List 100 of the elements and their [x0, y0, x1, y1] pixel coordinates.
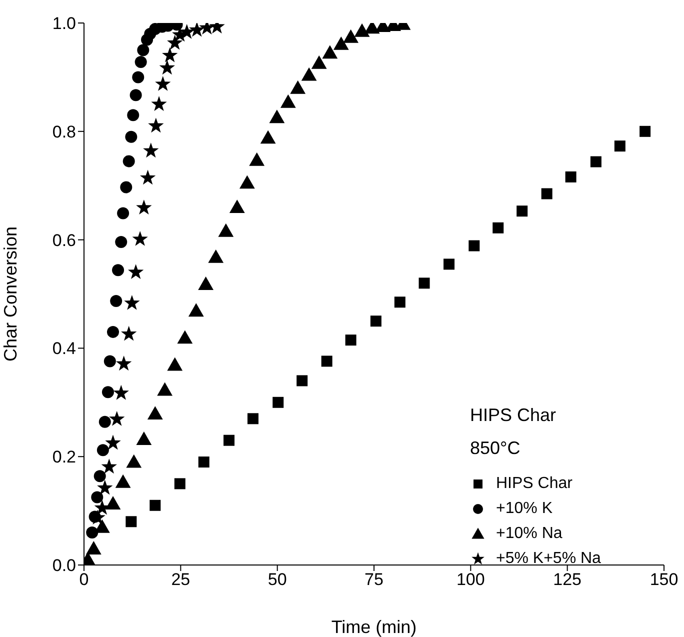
- point: [101, 458, 117, 474]
- point: [322, 45, 338, 59]
- point: [157, 382, 173, 396]
- point: [127, 109, 140, 122]
- point: [102, 386, 114, 398]
- y-tick-label: 0.2: [52, 448, 76, 467]
- point: [468, 240, 480, 252]
- legend-label: +10% K: [496, 500, 552, 518]
- point: [343, 29, 358, 43]
- point: [174, 478, 186, 490]
- point: [126, 454, 142, 468]
- point: [333, 36, 349, 50]
- point: [179, 24, 195, 39]
- point: [140, 170, 156, 185]
- point: [112, 264, 124, 276]
- point: [614, 140, 626, 152]
- point: [115, 474, 131, 488]
- point: [143, 142, 159, 158]
- point: [105, 434, 121, 450]
- point: [516, 206, 528, 217]
- point: [94, 470, 106, 482]
- point: [132, 71, 144, 84]
- x-tick-label: 75: [364, 570, 384, 590]
- point: [150, 500, 161, 511]
- point: [229, 200, 245, 214]
- point: [370, 316, 382, 327]
- point: [269, 110, 285, 124]
- point: [345, 334, 356, 346]
- point: [418, 278, 430, 289]
- point: [107, 326, 119, 338]
- point: [128, 264, 144, 279]
- point: [224, 434, 234, 446]
- point: [280, 94, 296, 108]
- point: [218, 223, 234, 237]
- point: [86, 541, 102, 555]
- point: [126, 516, 137, 528]
- point: [167, 357, 183, 371]
- legend-label: +5% K+5% Na: [496, 550, 601, 568]
- point: [159, 60, 175, 75]
- annotation: HIPS Char: [470, 405, 558, 426]
- point: [162, 47, 178, 62]
- point: [296, 375, 308, 386]
- x-tick-label: 25: [171, 570, 190, 590]
- legend-label: HIPS Char: [496, 474, 572, 492]
- point: [96, 444, 109, 456]
- point: [104, 355, 116, 368]
- point: [301, 67, 317, 81]
- x-tick-label: 50: [268, 570, 287, 590]
- point: [541, 188, 552, 200]
- point: [136, 200, 152, 214]
- x-tick-label: 125: [553, 570, 582, 590]
- point: [130, 89, 142, 102]
- point: [125, 130, 138, 143]
- point: [117, 207, 130, 220]
- point: [208, 249, 224, 263]
- y-tick-label: 0.0: [52, 556, 76, 576]
- point: [247, 413, 258, 424]
- point: [239, 175, 255, 189]
- x-tick-label: 100: [456, 570, 485, 590]
- point: [260, 130, 276, 144]
- point: [290, 80, 306, 94]
- point: [86, 526, 98, 538]
- point: [177, 330, 193, 344]
- y-axis-title: Char Conversion: [0, 226, 20, 362]
- point: [640, 126, 651, 137]
- point: [198, 456, 210, 468]
- y-tick-label: 0.8: [52, 122, 76, 142]
- point: [444, 258, 455, 270]
- legend-label: +10% Na: [496, 524, 562, 542]
- point: [132, 231, 148, 246]
- point: [148, 118, 164, 133]
- point: [113, 384, 129, 400]
- annotation: 850°C: [470, 438, 522, 459]
- point: [189, 23, 205, 37]
- point: [122, 155, 135, 168]
- x-tick-label: 150: [650, 570, 678, 590]
- point: [321, 356, 332, 367]
- point: [124, 294, 140, 310]
- point: [167, 34, 183, 50]
- point: [590, 156, 602, 168]
- point: [97, 480, 113, 495]
- point: [151, 96, 167, 111]
- point: [188, 303, 204, 317]
- x-tick-label: 0: [79, 570, 89, 590]
- point: [198, 276, 214, 290]
- point: [110, 295, 122, 308]
- point: [136, 432, 152, 446]
- point: [272, 396, 284, 408]
- point: [109, 410, 125, 426]
- point: [121, 326, 137, 341]
- point: [354, 23, 370, 37]
- y-tick-label: 0.6: [52, 230, 76, 250]
- point: [492, 222, 504, 234]
- point: [137, 44, 150, 56]
- point: [116, 356, 132, 371]
- point: [147, 406, 163, 420]
- point: [565, 171, 576, 182]
- point: [134, 56, 147, 68]
- x-axis-title: Time (min): [331, 617, 417, 637]
- y-tick-label: 1.0: [52, 14, 76, 34]
